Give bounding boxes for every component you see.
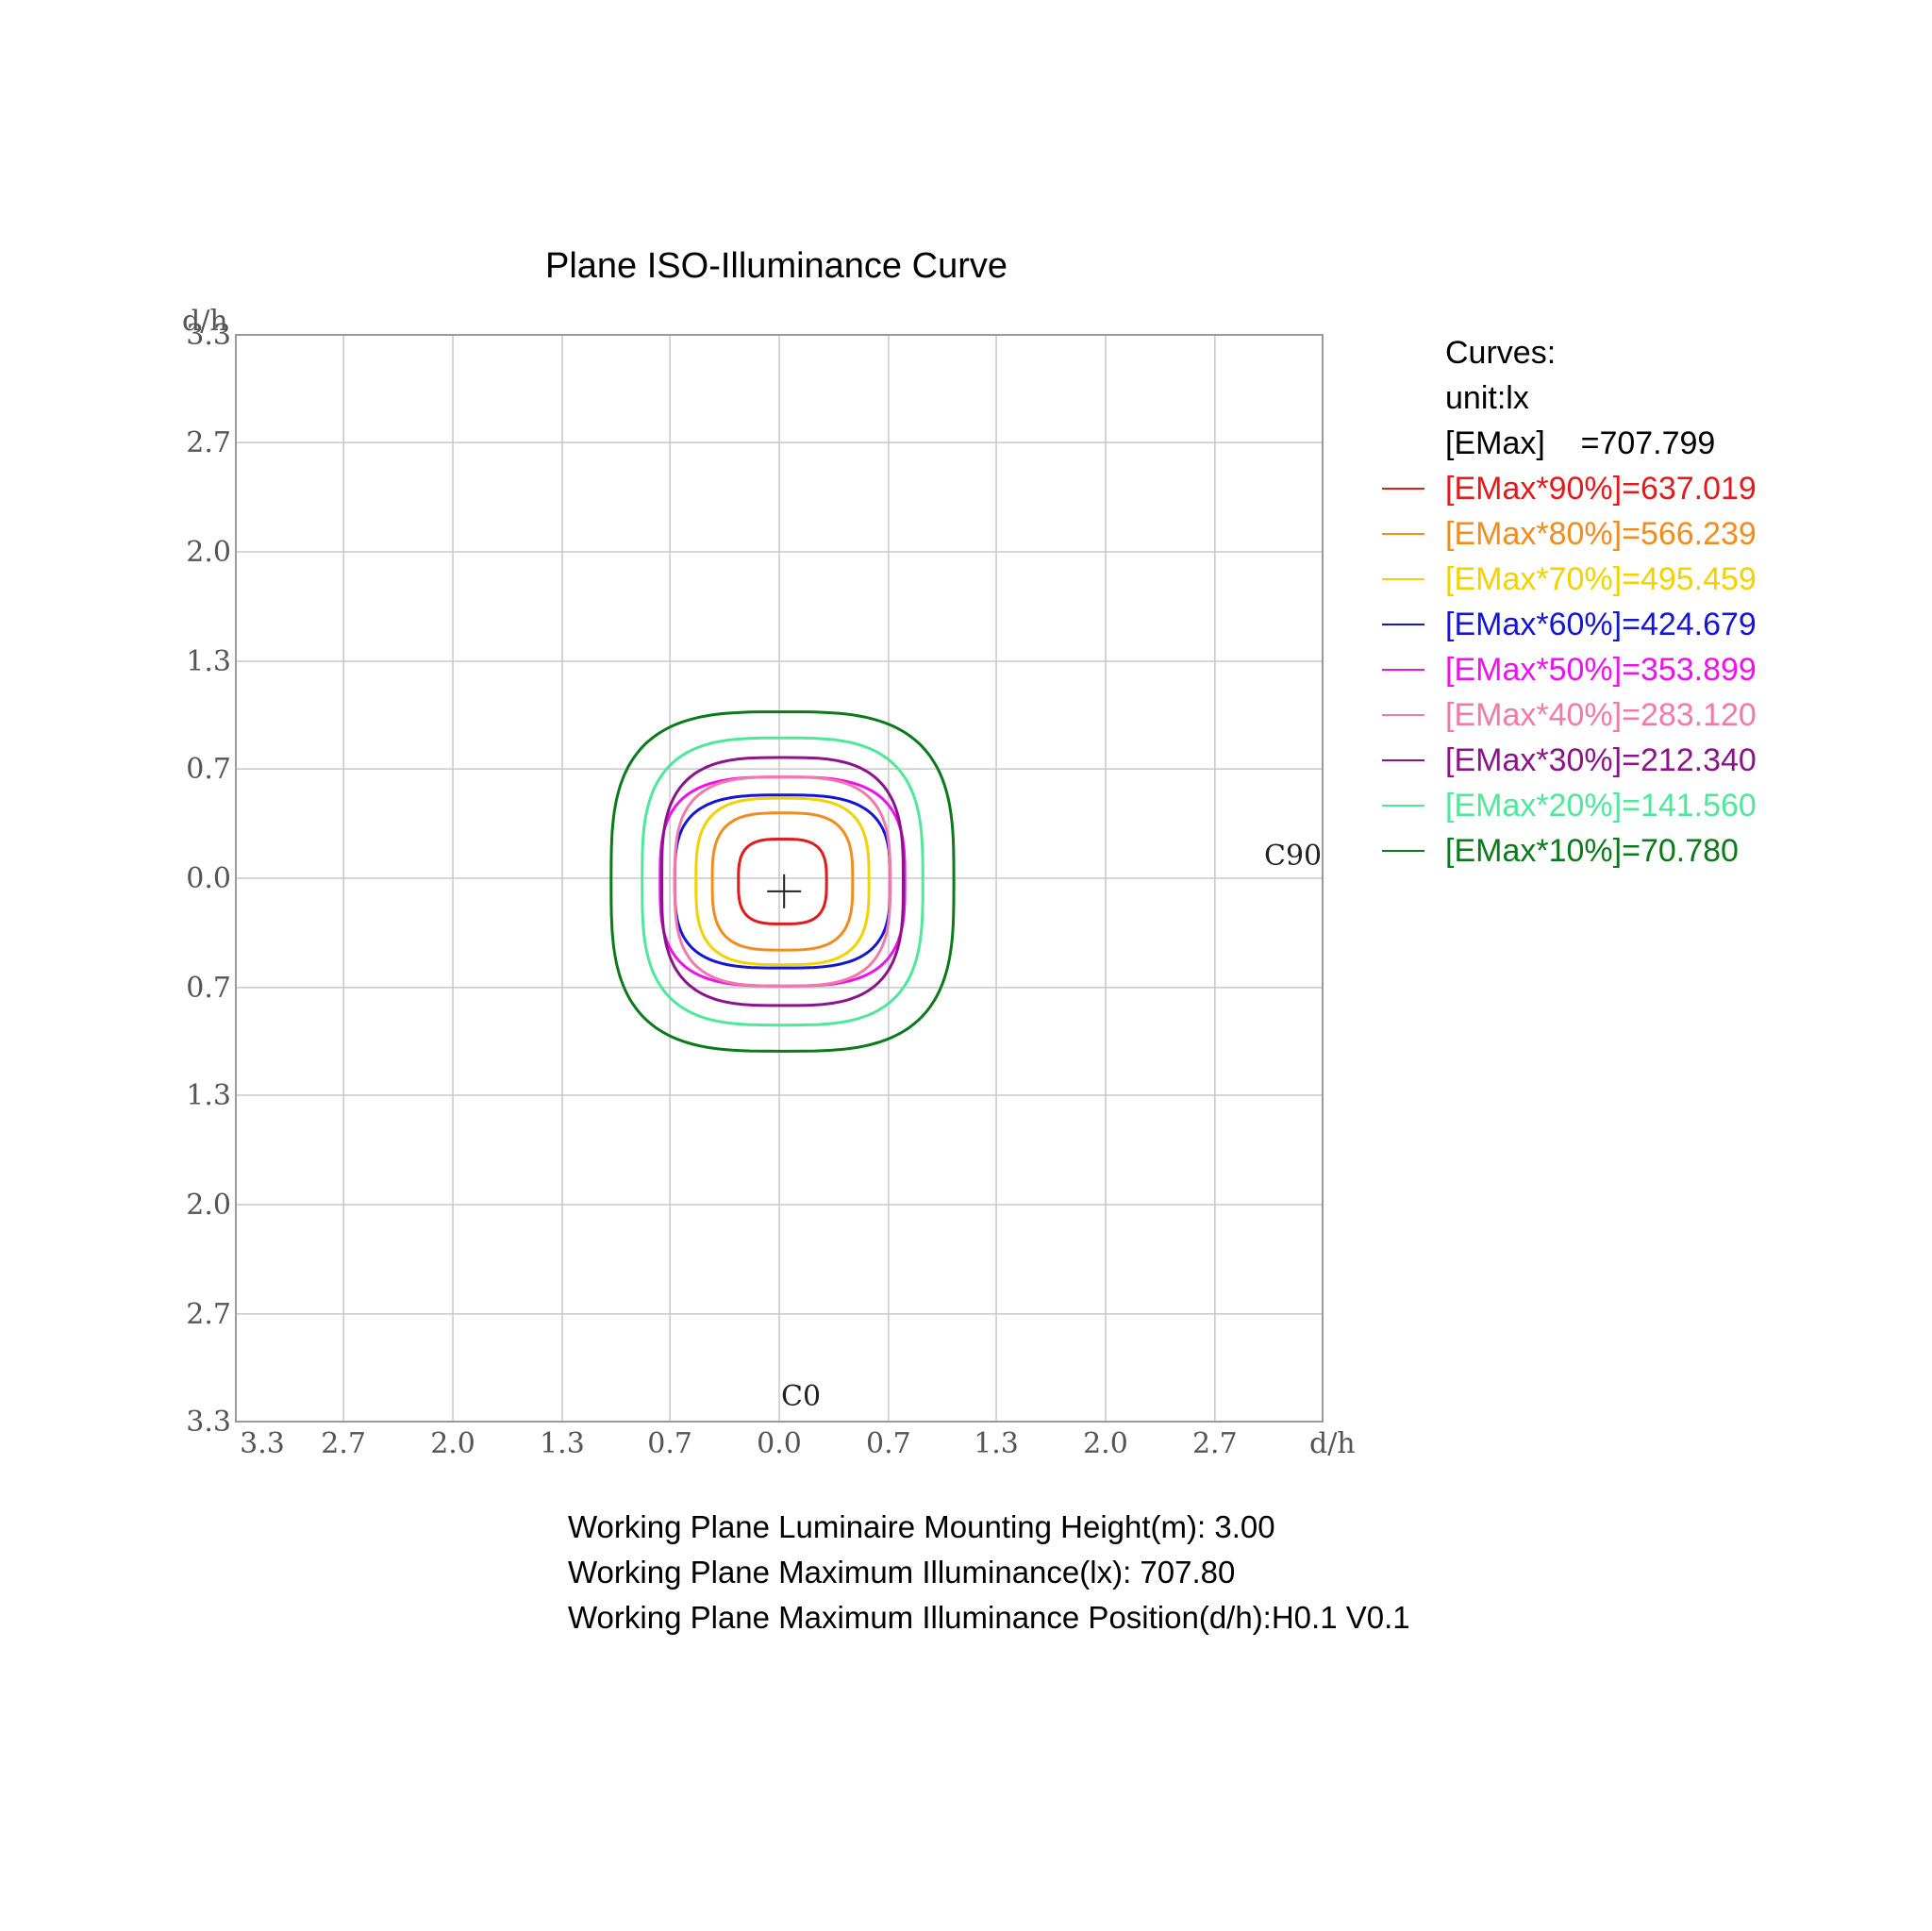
- y-tick-label: 0.7: [186, 753, 231, 786]
- grid: [235, 334, 1324, 1423]
- legend-header: Curves:: [1445, 335, 1556, 371]
- y-tick-label: 2.7: [186, 1298, 231, 1331]
- x-tick-label: 0.0: [757, 1427, 802, 1460]
- x-tick-label: 2.7: [1192, 1427, 1238, 1460]
- legend-entry: [EMax*90%]=637.019: [1445, 471, 1757, 507]
- max-position-marker: [767, 874, 802, 908]
- y-tick-label: 3.3: [186, 319, 231, 352]
- legend-entry: [EMax*70%]=495.459: [1445, 561, 1757, 597]
- c90-label: C90: [1264, 840, 1322, 873]
- info-max-position: Working Plane Maximum Illuminance Positi…: [568, 1600, 1410, 1635]
- y-unit-label: d/h: [182, 305, 228, 338]
- contour-curve: [658, 775, 907, 988]
- legend-emax: [EMax] =707.799: [1445, 425, 1715, 461]
- y-tick-label: 0.7: [186, 972, 231, 1005]
- y-tick-label: 2.0: [186, 1189, 231, 1222]
- x-tick-label: 0.7: [647, 1427, 692, 1460]
- legend-entry: [EMax*20%]=141.560: [1445, 788, 1757, 824]
- y-tick-label: 1.3: [186, 645, 231, 678]
- x-tick-label: 1.3: [974, 1427, 1019, 1460]
- x-tick-label: 3.3: [240, 1427, 285, 1460]
- plot-frame: [235, 334, 1324, 1423]
- legend-entry: [EMax*10%]=70.780: [1445, 833, 1739, 869]
- x-tick-label: 1.3: [540, 1427, 585, 1460]
- legend-entry: [EMax*30%]=212.340: [1445, 742, 1757, 778]
- contour-curve: [737, 838, 828, 925]
- y-tick-label: 2.0: [186, 536, 231, 569]
- y-tick-label: 1.3: [186, 1079, 231, 1112]
- chart-title: Plane ISO-Illuminance Curve: [545, 246, 1008, 286]
- info-block: Working Plane Luminaire Mounting Height(…: [568, 1509, 1410, 1635]
- x-tick-label: 0.7: [866, 1427, 911, 1460]
- legend: Curves: unit:lx [EMax] =707.799 [EMax*90…: [1382, 335, 1757, 869]
- legend-entry: [EMax*80%]=566.239: [1445, 516, 1757, 552]
- legend-entry: [EMax*50%]=353.899: [1445, 652, 1757, 688]
- x-tick-label: 2.0: [1083, 1427, 1128, 1460]
- tick-labels: 3.3 2.7 2.0 1.3 0.7 0.0 0.7 1.3 2.0 2.7 3.3 3.3 2.7 2…: [186, 319, 1237, 1460]
- contour-curve: [641, 736, 924, 1027]
- y-tick-label: 2.7: [186, 426, 231, 459]
- contour-curves: [609, 710, 956, 1053]
- contour-curve: [694, 796, 871, 967]
- y-tick-label: 3.3: [186, 1406, 231, 1439]
- x-unit-label: d/h: [1309, 1427, 1356, 1460]
- y-tick-label: 0.0: [186, 862, 231, 895]
- info-max-illuminance: Working Plane Maximum Illuminance(lx): 7…: [568, 1555, 1235, 1590]
- contour-curve: [609, 710, 956, 1053]
- legend-entry: [EMax*60%]=424.679: [1445, 607, 1757, 642]
- legend-entry: [EMax*40%]=283.120: [1445, 697, 1757, 733]
- c0-label: C0: [781, 1380, 821, 1413]
- contour-curve: [660, 756, 906, 1007]
- legend-items: [EMax*90%]=637.019 [EMax*80%]=566.239 [EMa…: [1382, 471, 1757, 869]
- contour-curve: [673, 775, 892, 988]
- x-tick-label: 2.7: [321, 1427, 366, 1460]
- info-mounting-height: Working Plane Luminaire Mounting Height(…: [568, 1509, 1275, 1544]
- legend-unit: unit:lx: [1445, 380, 1529, 416]
- x-tick-label: 2.0: [430, 1427, 475, 1460]
- contour-curve: [710, 811, 855, 952]
